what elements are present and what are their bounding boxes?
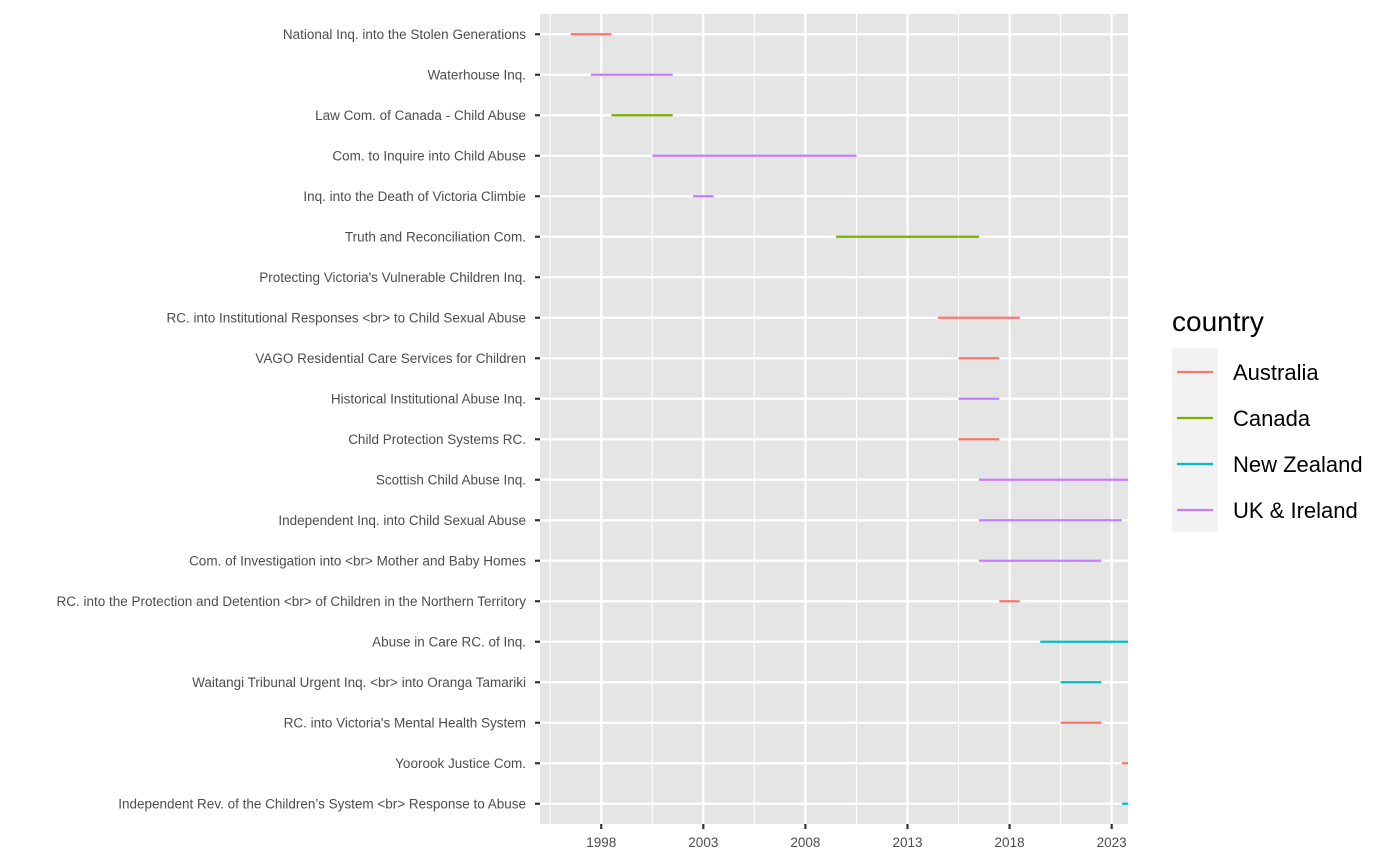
y-tick-label: RC. into the Protection and Detention <b…	[56, 594, 526, 609]
y-tick-label: RC. into Institutional Responses <br> to…	[167, 310, 526, 325]
y-tick-label: Independent Inq. into Child Sexual Abuse	[278, 513, 526, 528]
legend-label: UK & Ireland	[1233, 498, 1358, 523]
legend-title: country	[1172, 306, 1264, 337]
y-tick-label: Truth and Reconciliation Com.	[345, 229, 526, 244]
x-tick-label: 2008	[790, 835, 820, 850]
y-tick-label: Historical Institutional Abuse Inq.	[331, 391, 526, 406]
y-tick-label: Yoorook Justice Com.	[395, 756, 526, 771]
y-tick-label: Waterhouse Inq.	[427, 67, 526, 82]
y-tick-label: Abuse in Care RC. of Inq.	[372, 634, 526, 649]
y-tick-label: Scottish Child Abuse Inq.	[376, 472, 526, 487]
legend-label: New Zealand	[1233, 452, 1363, 477]
x-axis: 1998 2003 2008 2013 2018 2023	[586, 824, 1127, 850]
y-tick-label: Com. to Inquire into Child Abuse	[332, 148, 526, 163]
x-tick-label: 2023	[1097, 835, 1127, 850]
y-tick-label: Com. of Investigation into <br> Mother a…	[189, 553, 526, 568]
plot-panel	[540, 14, 1128, 824]
x-tick-label: 2003	[688, 835, 718, 850]
inquiry-segments	[570, 33, 1128, 805]
legend: country Australia Canada New Zealand UK & I…	[1172, 306, 1363, 532]
y-tick-label: VAGO Residential Care Services for Child…	[255, 351, 526, 366]
legend-label: Canada	[1233, 406, 1311, 431]
y-axis: National Inq. into the Stolen Generation…	[56, 27, 540, 811]
y-tick-label: National Inq. into the Stolen Generation…	[283, 27, 526, 42]
y-tick-label: Protecting Victoria's Vulnerable Childre…	[259, 270, 526, 285]
legend-label: Australia	[1233, 360, 1319, 385]
y-tick-label: Child Protection Systems RC.	[348, 432, 526, 447]
y-tick-label: Independent Rev. of the Children’s Syste…	[118, 796, 526, 811]
y-tick-label: Waitangi Tribunal Urgent Inq. <br> into …	[192, 675, 526, 690]
y-tick-label: Inq. into the Death of Victoria Climbie	[303, 189, 526, 204]
legend-key-background	[1172, 348, 1218, 532]
x-tick-label: 1998	[586, 835, 616, 850]
grid-lines	[540, 14, 1128, 824]
legend-entries: Australia Canada New Zealand UK & Ireland	[1177, 360, 1363, 523]
y-tick-label: RC. into Victoria's Mental Health System	[284, 715, 526, 730]
x-tick-label: 2013	[892, 835, 922, 850]
x-tick-label: 2018	[995, 835, 1025, 850]
y-tick-label: Law Com. of Canada - Child Abuse	[315, 108, 526, 123]
